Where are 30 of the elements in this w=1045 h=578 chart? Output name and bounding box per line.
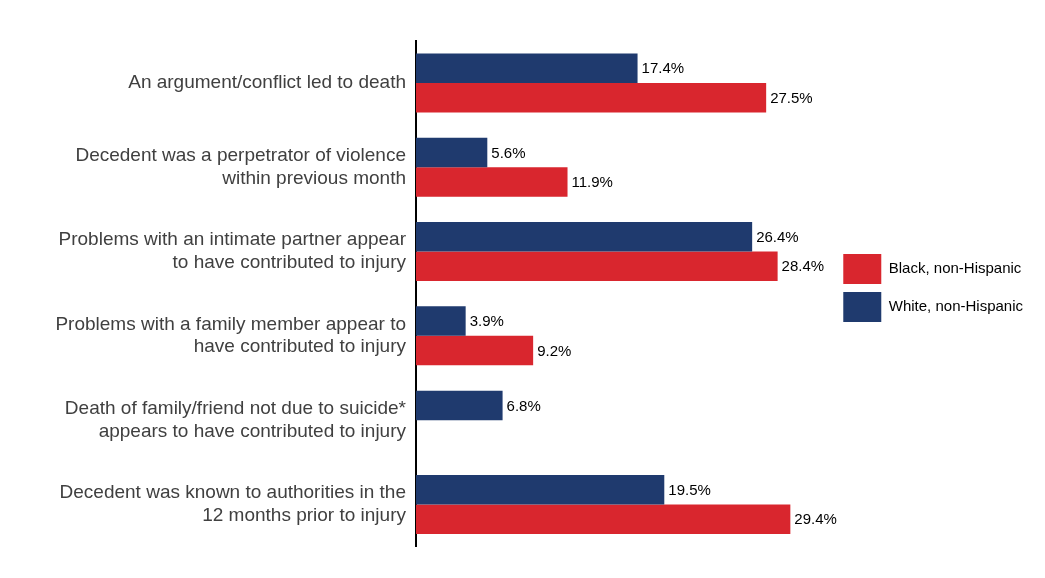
data-label: 17.4% <box>641 59 685 77</box>
y-tick-label: Death of family/friend not due to suicide* appears to have contributed to injury <box>64 396 407 441</box>
legend-label: White, non-Hispanic <box>888 297 1024 315</box>
bar <box>416 504 791 534</box>
y-tick-label: Decedent was a perpetrator of violence within previous month <box>75 144 406 188</box>
data-label: 6.8% <box>506 396 541 414</box>
bar <box>416 390 503 421</box>
data-label: 3.9% <box>469 312 504 330</box>
y-tick-label: Problems with a family member appear to have contributed to injury <box>55 312 407 357</box>
bar <box>416 167 568 197</box>
bar <box>416 53 638 83</box>
data-label: 19.5% <box>668 480 711 498</box>
data-label: 5.6% <box>491 143 526 161</box>
data-label: 26.4% <box>756 227 799 245</box>
bar <box>416 306 466 336</box>
bar <box>416 222 753 252</box>
bar <box>416 335 534 366</box>
data-label: 28.4% <box>781 257 825 275</box>
y-tick-label: An argument/conflict led to death <box>128 71 406 93</box>
y-tick-label: Decedent was known to authorities in the 12 months prior to injury <box>59 481 407 526</box>
data-label: 11.9% <box>571 173 613 191</box>
bar <box>416 251 778 282</box>
bar <box>416 82 767 113</box>
data-label: 27.5% <box>770 88 813 106</box>
data-label: 9.2% <box>537 341 572 359</box>
y-tick-label: Problems with an intimate partner appear to have contributed to injury <box>58 228 407 273</box>
bar <box>416 474 665 505</box>
legend-label: Black, non-Hispanic <box>888 259 1022 277</box>
data-label: 29.4% <box>794 510 837 528</box>
bar <box>416 137 488 168</box>
